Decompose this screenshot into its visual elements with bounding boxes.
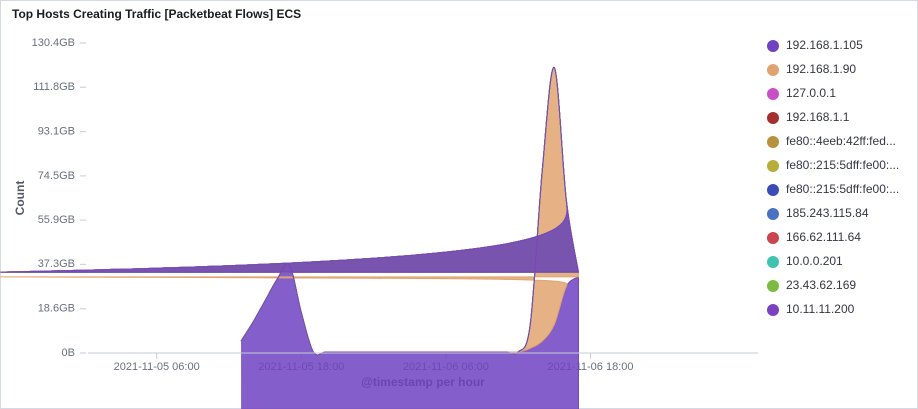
legend-swatch — [767, 112, 779, 124]
y-tick-label: 130.4GB — [32, 37, 75, 49]
legend-label: 166.62.111.64 — [786, 230, 861, 244]
y-tick-label: 37.3GB — [38, 258, 75, 270]
legend-swatch — [767, 88, 779, 100]
legend-swatch — [767, 304, 779, 316]
area — [0, 67, 580, 356]
legend-label: fe80::215:5dff:fe00:... — [786, 158, 899, 172]
legend-swatch — [767, 136, 779, 148]
y-tick-label: 74.5GB — [38, 170, 75, 182]
legend-label: 192.168.1.105 — [786, 38, 863, 52]
legend-swatch — [767, 184, 779, 196]
legend-label: 185.243.115.84 — [786, 206, 869, 220]
legend-label: 10.0.0.201 — [786, 254, 843, 268]
legend-label: fe80::215:5dff:fe00:... — [786, 182, 899, 196]
x-tick-label: 2021-11-05 06:00 — [114, 361, 200, 373]
legend-swatch — [767, 208, 779, 220]
legend-label: fe80::4eeb:42ff:fed... — [786, 134, 896, 148]
legend-label: 10.11.11.200 — [786, 302, 855, 316]
y-axis-title: Count — [13, 181, 27, 216]
legend-swatch — [767, 160, 779, 172]
legend-label: 127.0.0.1 — [786, 86, 836, 100]
legend-swatch — [767, 256, 779, 268]
legend-swatch — [767, 40, 779, 52]
y-tick-label: 18.6GB — [38, 303, 75, 315]
legend-label: 192.168.1.1 — [786, 110, 850, 124]
chart-title: Top Hosts Creating Traffic [Packetbeat F… — [12, 7, 301, 21]
y-tick-label: 0B — [62, 347, 75, 359]
y-tick-label: 93.1GB — [38, 126, 75, 138]
legend-swatch — [767, 64, 779, 76]
legend-swatch — [767, 280, 779, 292]
legend-label: 192.168.1.90 — [786, 62, 856, 76]
y-tick-label: 55.9GB — [38, 214, 75, 226]
y-tick-label: 111.8GB — [33, 81, 75, 93]
legend-label: 23.43.62.169 — [786, 278, 856, 292]
legend-swatch — [767, 232, 779, 244]
